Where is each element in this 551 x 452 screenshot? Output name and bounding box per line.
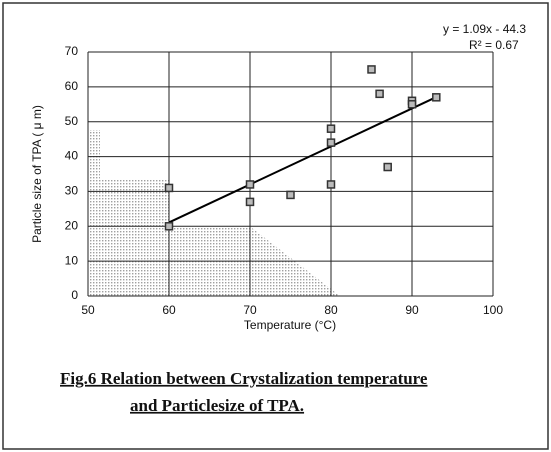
y-tick-label: 40 [65, 149, 79, 163]
y-axis-label: Particle size of TPA ( μ m) [30, 105, 44, 243]
point [245, 197, 255, 207]
x-tick-label: 90 [405, 303, 419, 317]
x-tick-label: 100 [483, 303, 503, 317]
y-tick-label: 70 [65, 44, 79, 58]
x-tick-label: 80 [324, 303, 338, 317]
y-tick-label: 50 [65, 114, 79, 128]
point [432, 93, 441, 102]
point [164, 222, 174, 231]
point [245, 180, 255, 189]
point [367, 65, 376, 74]
y-tick-label: 60 [65, 79, 79, 93]
caption: Fig.6 Relation between Crystalization te… [60, 369, 428, 388]
x-tick-label: 60 [162, 303, 176, 317]
x-tick-label: 70 [243, 303, 257, 317]
point [383, 162, 392, 172]
point [407, 100, 417, 109]
point [326, 124, 336, 133]
point [164, 183, 174, 193]
r-squared: R² = 0.67 [469, 38, 519, 52]
caption: and Particlesize of TPA. [130, 396, 304, 415]
trendline [168, 96, 437, 224]
y-tick-label: 30 [65, 184, 79, 198]
point [326, 180, 336, 189]
y-tick-label: 10 [65, 253, 79, 267]
y-tick-label: 20 [65, 218, 79, 232]
point [375, 89, 384, 99]
x-tick-label: 50 [81, 303, 95, 317]
point [286, 190, 295, 200]
shaded-region [88, 130, 340, 296]
y-tick-label: 0 [71, 288, 78, 302]
trendline-equation: y = 1.09x - 44.3 [443, 22, 526, 36]
point [326, 138, 336, 147]
x-axis-label: Temperature (°C) [244, 318, 336, 332]
